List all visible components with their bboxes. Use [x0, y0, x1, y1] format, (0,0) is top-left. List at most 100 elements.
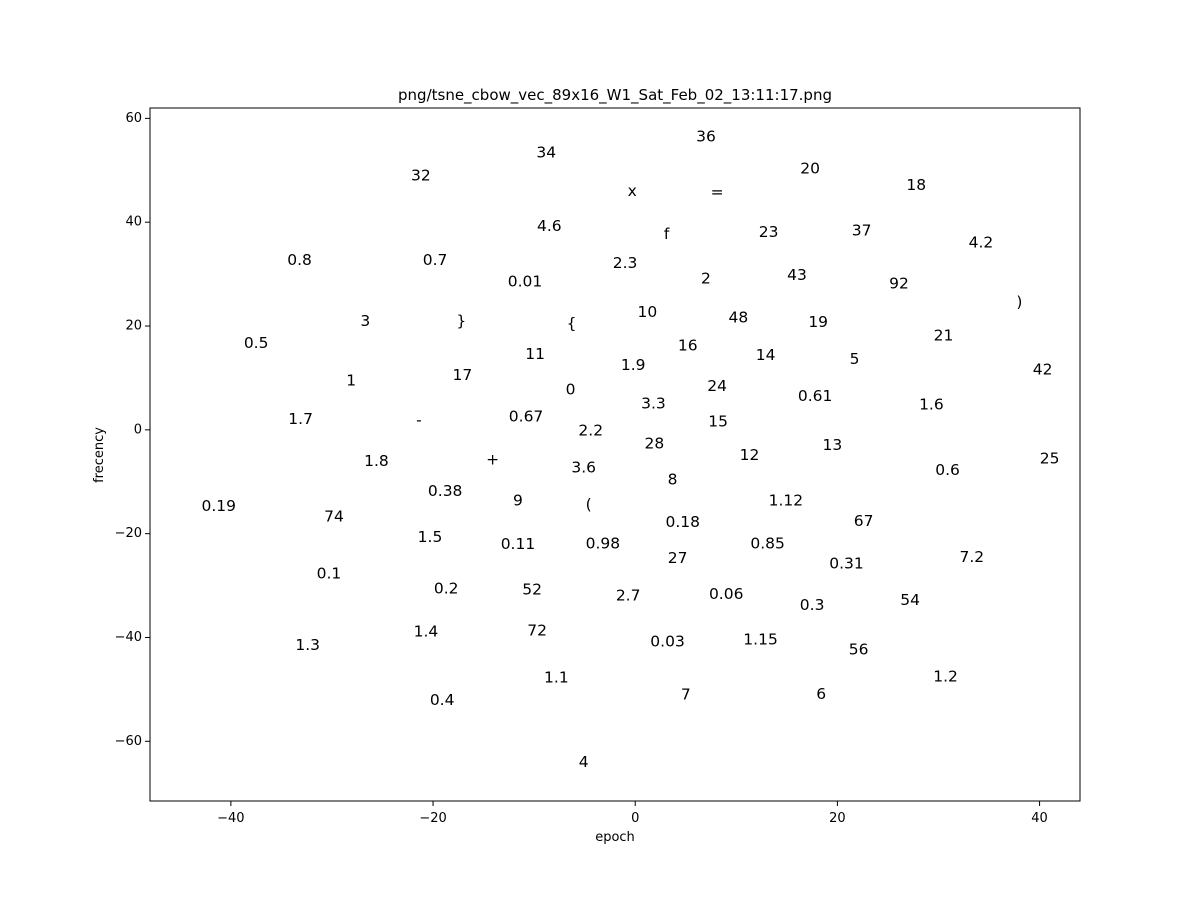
point-label: 0.85 — [750, 535, 785, 553]
y-axis-label: frecency — [92, 427, 107, 483]
x-tick-label: −20 — [419, 811, 446, 826]
point-label: 0.11 — [501, 535, 536, 553]
point-label: 48 — [728, 309, 748, 327]
point-label: 74 — [324, 508, 344, 526]
point-label: 0.7 — [423, 251, 448, 269]
point-label: 21 — [934, 326, 954, 344]
point-label: 1.15 — [743, 631, 778, 649]
point-label: 4.2 — [969, 233, 994, 251]
point-label: ) — [1016, 293, 1022, 311]
point-label: 0.8 — [287, 251, 312, 269]
point-label: 1.4 — [414, 622, 439, 640]
chart-title: png/tsne_cbow_vec_89x16_W1_Sat_Feb_02_13… — [398, 86, 832, 105]
point-label: 1.1 — [544, 668, 569, 686]
point-label: 27 — [668, 549, 688, 567]
point-label: 0.67 — [509, 407, 544, 425]
y-tick-label: 60 — [125, 111, 142, 126]
y-tick-label: −20 — [115, 526, 142, 541]
point-label: 36 — [696, 128, 716, 146]
x-tick-label: 20 — [829, 811, 846, 826]
point-label: 4.6 — [537, 217, 562, 235]
point-label: 4 — [579, 753, 589, 771]
point-label: 0.5 — [244, 334, 269, 352]
y-tick-label: −60 — [115, 734, 142, 749]
point-label: 0.3 — [800, 596, 825, 614]
point-label: 54 — [900, 591, 920, 609]
plot-area-frame — [149, 107, 1081, 802]
point-label: } — [456, 312, 466, 330]
point-label: 37 — [852, 222, 872, 240]
point-label: 0.38 — [428, 482, 463, 500]
point-label: ( — [586, 496, 592, 514]
point-label: 0.19 — [201, 497, 236, 515]
point-label: 32 — [411, 166, 431, 184]
point-label: 1.12 — [769, 491, 804, 509]
point-label: 2.3 — [613, 254, 638, 272]
point-label: 12 — [740, 446, 760, 464]
point-label: 0 — [566, 380, 576, 398]
point-label: 18 — [906, 176, 926, 194]
point-label: 56 — [849, 640, 869, 658]
point-label: 3.6 — [571, 459, 596, 477]
point-label: 52 — [522, 581, 542, 599]
x-tick-label: 0 — [631, 811, 639, 826]
point-label: 7.2 — [960, 548, 985, 566]
point-label: 42 — [1033, 361, 1053, 379]
point-label: 1.6 — [919, 395, 944, 413]
y-tick-label: 20 — [125, 319, 142, 334]
point-label: 0.01 — [508, 272, 543, 290]
y-tick-label: 0 — [134, 422, 142, 437]
point-label: 1.2 — [933, 667, 958, 685]
point-label: 2 — [701, 269, 711, 287]
point-label: = — [711, 183, 724, 201]
point-label: 13 — [822, 436, 842, 454]
point-label: 16 — [678, 337, 698, 355]
point-label: + — [486, 450, 499, 468]
point-label: f — [664, 225, 670, 243]
point-label: 0.98 — [586, 535, 621, 553]
point-label: 11 — [525, 345, 545, 363]
point-label: 5 — [850, 350, 860, 368]
point-label: 17 — [452, 366, 472, 384]
point-label: 1.5 — [418, 528, 443, 546]
y-tick-label: 40 — [125, 215, 142, 230]
point-label: 0.2 — [434, 580, 459, 598]
point-label: 23 — [759, 223, 779, 241]
point-label: 10 — [637, 303, 657, 321]
point-label: 2.2 — [578, 421, 603, 439]
point-label: 7 — [681, 686, 691, 704]
point-label: 19 — [808, 313, 828, 331]
point-label: 2.7 — [616, 586, 641, 604]
point-label: - — [416, 411, 422, 429]
y-tick-label: −40 — [115, 630, 142, 645]
point-label: 0.18 — [665, 513, 700, 531]
point-label: 15 — [708, 413, 728, 431]
point-label: 1 — [346, 372, 356, 390]
point-label: 72 — [527, 622, 547, 640]
point-label: 67 — [854, 512, 874, 530]
point-label: 3 — [360, 312, 370, 330]
y-axis-ticks: −60 −40 −20 0 20 40 60 — [115, 111, 150, 749]
point-label: 20 — [800, 160, 820, 178]
point-label: 1.3 — [295, 636, 320, 654]
x-tick-label: 40 — [1031, 811, 1048, 826]
x-tick-label: −40 — [217, 811, 244, 826]
point-label: 43 — [787, 266, 807, 284]
point-label: 9 — [513, 491, 523, 509]
point-label: 6 — [816, 685, 826, 703]
point-label: 1.9 — [621, 356, 646, 374]
point-label: 24 — [707, 377, 727, 395]
point-label: 1.8 — [364, 452, 389, 470]
point-label: 0.31 — [829, 554, 864, 572]
point-label: 0.06 — [709, 585, 744, 603]
point-label: 0.4 — [430, 691, 455, 709]
x-axis-label: epoch — [595, 830, 635, 845]
point-label: 34 — [536, 144, 556, 162]
point-label: 0.6 — [935, 461, 960, 479]
point-label: 0.03 — [650, 633, 685, 651]
point-label: 0.1 — [317, 565, 342, 583]
point-label: x — [628, 182, 637, 200]
